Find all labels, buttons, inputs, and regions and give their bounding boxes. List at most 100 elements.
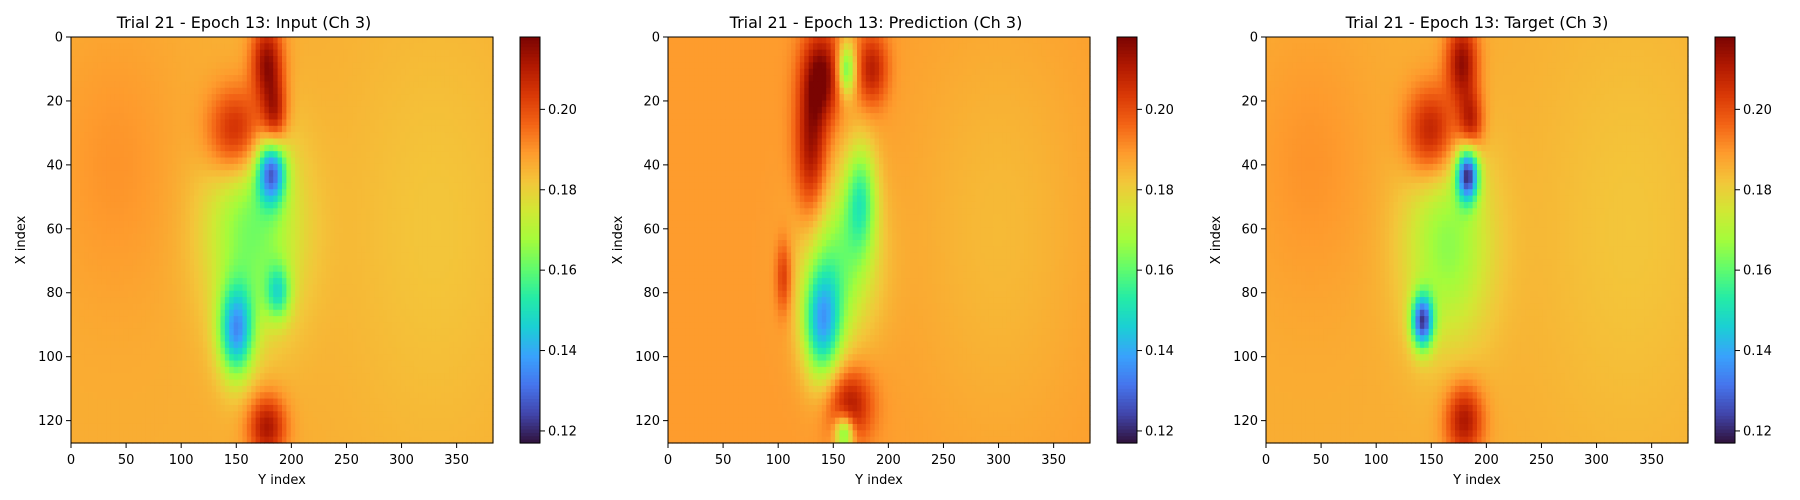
heatmap-cell	[484, 240, 489, 247]
heatmap-cell	[445, 259, 450, 266]
heatmap-cell	[286, 113, 291, 120]
heatmap-cell	[453, 202, 458, 209]
heatmap-cell	[317, 303, 322, 310]
heatmap-cell	[172, 297, 177, 304]
heatmap-cell	[168, 322, 173, 329]
heatmap-cell	[348, 183, 353, 190]
heatmap-cell	[177, 227, 182, 234]
heatmap-cell	[93, 348, 98, 355]
heatmap-cell	[141, 139, 146, 146]
heatmap-cell	[379, 37, 384, 44]
heatmap-cell	[436, 177, 441, 184]
heatmap-cell	[401, 158, 406, 165]
heatmap-cell	[440, 240, 445, 247]
heatmap-cell	[392, 316, 397, 323]
heatmap-cell	[207, 265, 212, 272]
heatmap-cell	[423, 196, 428, 203]
heatmap-cell	[155, 56, 160, 63]
heatmap-cell	[379, 221, 384, 228]
heatmap-cell	[467, 170, 472, 177]
heatmap-cell	[278, 75, 283, 82]
heatmap-cell	[409, 158, 414, 165]
heatmap-cell	[273, 88, 278, 95]
heatmap-cell	[458, 202, 463, 209]
heatmap-cell	[93, 310, 98, 317]
heatmap-cell	[453, 100, 458, 107]
heatmap-cell	[137, 151, 142, 158]
heatmap-cell	[313, 75, 318, 82]
heatmap-cell	[212, 100, 217, 107]
heatmap-cell	[484, 100, 489, 107]
heatmap-cell	[317, 100, 322, 107]
heatmap-cell	[449, 189, 454, 196]
heatmap-cell	[212, 303, 217, 310]
heatmap-cell	[137, 202, 142, 209]
heatmap-cell	[317, 342, 322, 349]
heatmap-cell	[256, 361, 261, 368]
heatmap-cell	[361, 316, 366, 323]
heatmap-cell	[401, 240, 406, 247]
heatmap-cell	[115, 126, 120, 133]
heatmap-cell	[181, 145, 186, 152]
heatmap-cell	[137, 56, 142, 63]
heatmap-cell	[352, 119, 357, 126]
heatmap-cell	[80, 75, 85, 82]
heatmap-cell	[137, 113, 142, 120]
heatmap-cell	[159, 284, 164, 291]
heatmap-cell	[348, 253, 353, 260]
heatmap-cell	[216, 310, 221, 317]
heatmap-cell	[97, 303, 102, 310]
heatmap-cell	[216, 189, 221, 196]
heatmap-cell	[352, 361, 357, 368]
heatmap-cell	[115, 316, 120, 323]
heatmap-cell	[352, 329, 357, 336]
heatmap-cell	[80, 227, 85, 234]
heatmap-cell	[185, 196, 190, 203]
heatmap-cell	[344, 208, 349, 215]
heatmap-cell	[177, 50, 182, 57]
heatmap-cell	[418, 342, 423, 349]
heatmap-cell	[440, 265, 445, 272]
heatmap-cell	[256, 234, 261, 241]
heatmap-cell	[229, 183, 234, 190]
heatmap-cell	[185, 37, 190, 44]
heatmap-cell	[300, 100, 305, 107]
heatmap-cell	[484, 62, 489, 69]
heatmap-cell	[97, 297, 102, 304]
heatmap-cell	[366, 297, 371, 304]
heatmap-cell	[366, 139, 371, 146]
heatmap-cell	[115, 342, 120, 349]
heatmap-cell	[458, 291, 463, 298]
heatmap-cell	[282, 151, 287, 158]
heatmap-cell	[471, 303, 476, 310]
heatmap-cell	[423, 158, 428, 165]
heatmap-cell	[286, 234, 291, 241]
heatmap-cell	[374, 259, 379, 266]
heatmap-cell	[71, 354, 76, 361]
heatmap-cell	[212, 119, 217, 126]
heatmap-cell	[234, 259, 239, 266]
heatmap-cell	[256, 158, 261, 165]
heatmap-cell	[405, 316, 410, 323]
heatmap-cell	[185, 62, 190, 69]
heatmap-cell	[75, 100, 80, 107]
heatmap-cell	[401, 221, 406, 228]
heatmap-cell	[71, 215, 76, 222]
heatmap-cell	[71, 119, 76, 126]
heatmap-cell	[190, 43, 195, 50]
heatmap-cell	[449, 227, 454, 234]
heatmap-cell	[330, 145, 335, 152]
heatmap-cell	[300, 303, 305, 310]
heatmap-cell	[462, 126, 467, 133]
heatmap-cell	[203, 215, 208, 222]
heatmap-cell	[128, 81, 133, 88]
heatmap-cell	[330, 322, 335, 329]
heatmap-cell	[106, 132, 111, 139]
heatmap-cell	[225, 291, 230, 298]
heatmap-cell	[172, 278, 177, 285]
heatmap-cell	[155, 75, 160, 82]
heatmap-cell	[291, 297, 296, 304]
heatmap-cell	[374, 272, 379, 279]
heatmap-cell	[339, 158, 344, 165]
heatmap-cell	[207, 88, 212, 95]
